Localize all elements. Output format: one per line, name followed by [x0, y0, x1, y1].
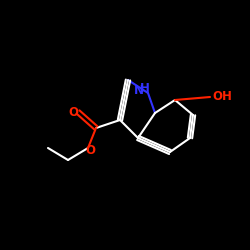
- Text: H: H: [140, 82, 150, 96]
- Text: O: O: [85, 144, 95, 158]
- Text: OH: OH: [212, 90, 232, 104]
- Text: N: N: [134, 84, 144, 98]
- Text: O: O: [68, 106, 78, 118]
